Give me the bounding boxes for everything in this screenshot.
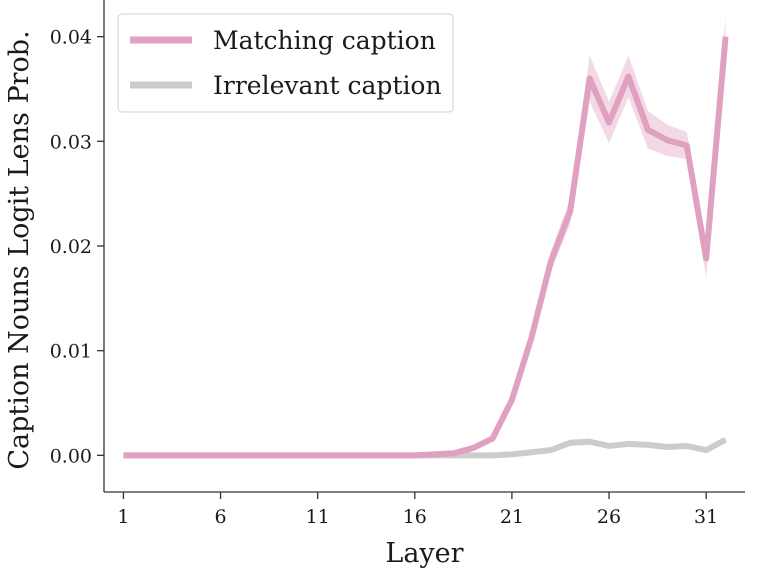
y-tick-label: 0.04 [50,27,92,49]
y-tick-label: 0.01 [50,341,92,363]
x-tick-label: 31 [694,506,718,528]
y-tick-label: 0.03 [50,131,92,153]
x-axis-label: Layer [385,538,463,569]
x-tick-label: 6 [214,506,226,528]
legend-label: Irrelevant caption [213,71,442,100]
x-tick-label: 11 [306,506,330,528]
x-tick-label: 26 [597,506,621,528]
x-tick-label: 16 [403,506,427,528]
x-tick-label: 1 [117,506,129,528]
y-axis-ticks: 0.00 0.01 0.02 0.03 0.04 [50,27,104,468]
y-tick-label: 0.00 [50,445,92,467]
y-tick-label: 0.02 [50,236,92,258]
legend-label: Matching caption [213,26,436,55]
legend: Matching caption Irrelevant caption [118,14,453,112]
x-tick-label: 21 [500,506,524,528]
y-axis-label: Caption Nouns Logit Lens Prob. [4,30,35,469]
